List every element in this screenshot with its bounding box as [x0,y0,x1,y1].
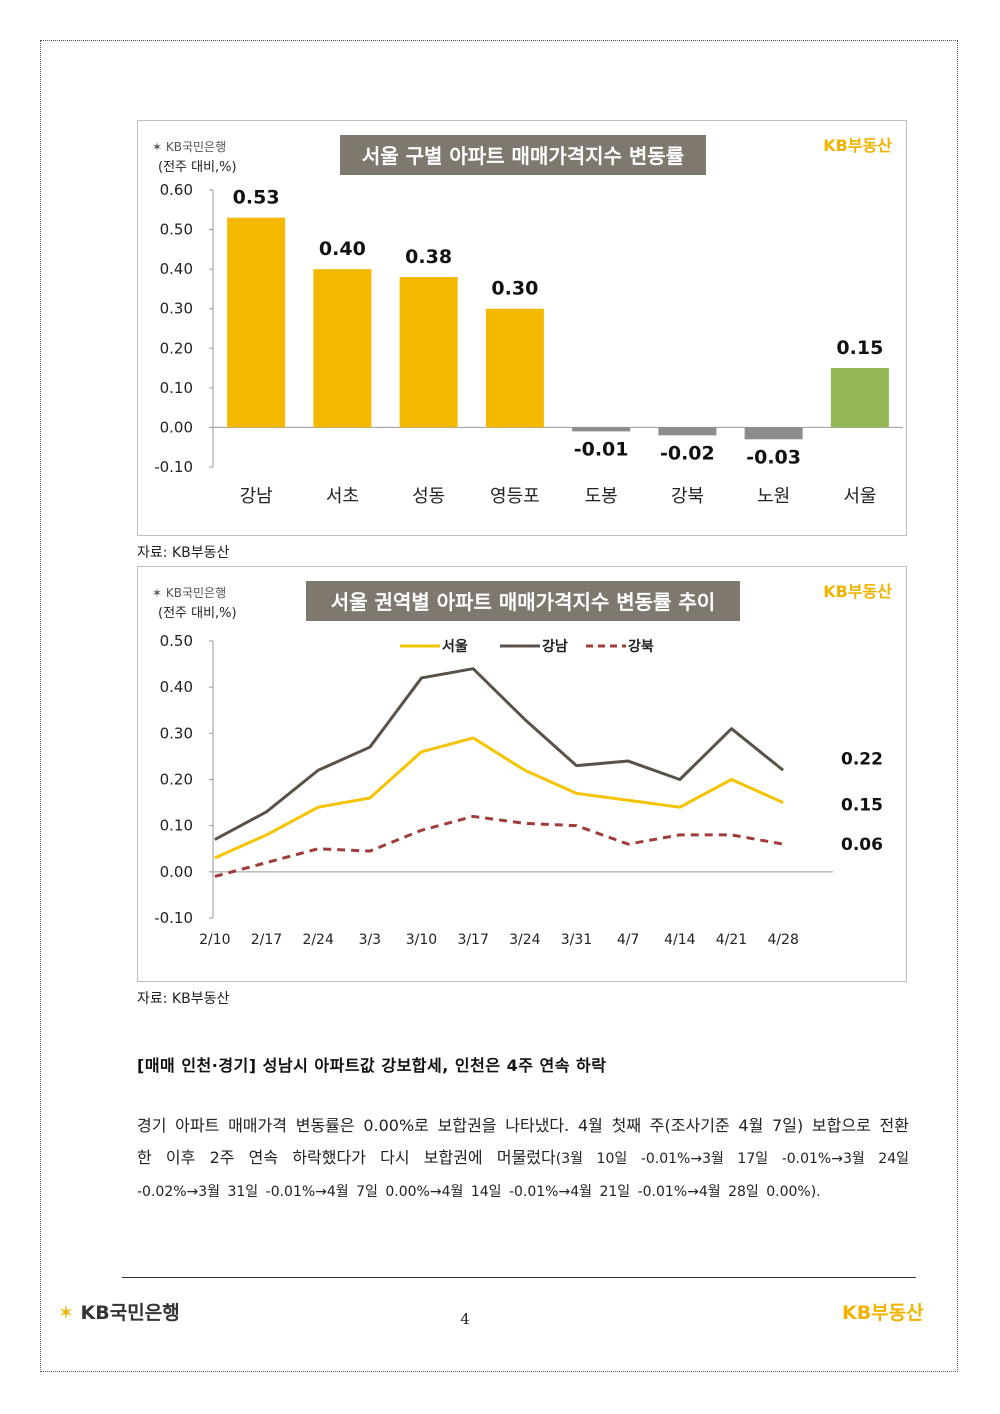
bar-value-label: -0.02 [660,442,715,464]
legend-label: 강북 [628,638,654,655]
footer-kb-realestate-logo: KB부동산 [842,1302,924,1324]
paragraph-detail: (3월 10일 -0.01%→3월 17일 -0.01%→3월 24일 -0.0… [137,1151,909,1200]
bar [485,308,544,428]
x-tick-label: 2/17 [251,932,282,948]
x-tick-label: 3/3 [359,932,382,948]
series-end-label: 0.06 [841,835,883,855]
series-line [214,736,784,860]
y-tick-label: 0.40 [160,678,193,696]
x-category-label: 서초 [326,486,359,507]
y-tick-label: 0.10 [160,379,193,397]
x-category-label: 강남 [240,486,273,507]
chart-title-box [306,581,740,621]
kb-bank-logo: ✶ KB국민은행 [152,139,226,154]
bar [313,269,372,428]
x-tick-label: 2/10 [199,932,230,948]
legend-label: 서울 [442,638,468,655]
legend-label: 강남 [542,638,568,655]
y-tick-label: 0.20 [160,339,193,357]
series-end-label: 0.22 [841,749,883,769]
bar [744,427,803,440]
y-tick-label: -0.10 [154,458,193,476]
paragraph-main: 경기 아파트 매매가격 변동률은 0.00%로 보합권을 나타냈다. 4월 첫째… [137,1116,909,1167]
chart1-source-caption: 자료: KB부동산 [137,545,230,561]
bar-value-label: 0.53 [233,187,280,209]
x-tick-label: 3/10 [406,932,437,948]
section-title: [매매 인천·경기] 성남시 아파트값 강보합세, 인천은 4주 연속 하락 [137,1056,607,1075]
y-tick-label: 0.40 [160,260,193,278]
y-tick-label: 0.10 [160,817,193,835]
bar-value-label: -0.01 [574,438,629,460]
y-tick-label: 0.50 [160,221,193,239]
bar [830,368,889,428]
region-line-chart: ✶ KB국민은행 (전주 대비,%) 서울 권역별 아파트 매매가격지수 변동률 추… [137,566,907,982]
y-tick-label: -0.10 [154,909,193,927]
footer-left-brand: KB국민은행 [80,1302,180,1324]
y-tick-label: 0.30 [160,300,193,318]
chart-title: 서울 구별 아파트 매매가격지수 변동률 [362,144,684,168]
footer-divider [122,1277,916,1278]
page-number: 4 [460,1310,470,1328]
kb-realestate-logo: KB부동산 [823,136,892,155]
chart2-source-caption: 자료: KB부동산 [137,991,230,1007]
bar [658,427,717,436]
x-category-label: 서울 [843,486,876,507]
unit-label: (전주 대비,%) [158,160,237,175]
kb-bank-logo: ✶ KB국민은행 [152,585,226,600]
series-line [214,667,785,841]
chart-title: 서울 권역별 아파트 매매가격지수 변동률 추이 [331,590,715,614]
series-end-label: 0.15 [841,796,883,816]
y-tick-label: 0.00 [160,863,193,881]
bar [572,427,631,432]
y-tick-label: 0.20 [160,771,193,789]
x-category-label: 노원 [757,486,790,507]
bar [399,277,458,428]
x-category-label: 성동 [412,486,445,507]
bar [227,217,286,428]
district-bar-chart: ✶ KB국민은행 (전주 대비,%) 서울 구별 아파트 매매가격지수 변동률 KB부… [137,120,907,536]
x-tick-label: 4/7 [617,932,640,948]
y-tick-label: 0.60 [160,181,193,199]
footer-kb-bank-logo: ✶ KB국민은행 [58,1298,180,1325]
bar-value-label: -0.03 [746,446,801,468]
chart-title-box [340,135,706,175]
x-tick-label: 4/28 [767,932,798,948]
section-paragraph: 경기 아파트 매매가격 변동률은 0.00%로 보합권을 나타냈다. 4월 첫째… [137,1110,909,1208]
y-tick-label: 0.00 [160,418,193,436]
x-tick-label: 4/21 [716,932,747,948]
unit-label: (전주 대비,%) [158,606,237,621]
y-tick-label: 0.50 [160,632,193,650]
x-category-label: 영등포 [490,486,540,507]
series-line [214,814,784,878]
kb-star-icon: ✶ [58,1302,74,1324]
x-tick-label: 3/31 [561,932,592,948]
x-tick-label: 3/17 [457,932,488,948]
page-border [40,40,958,1372]
line-chart-svg: ✶ KB국민은행 (전주 대비,%) 서울 권역별 아파트 매매가격지수 변동률 추… [152,581,892,948]
bar-chart-svg: ✶ KB국민은행 (전주 대비,%) 서울 구별 아파트 매매가격지수 변동률 KB부… [152,135,903,507]
bar-value-label: 0.30 [491,278,538,300]
x-tick-label: 4/14 [664,932,696,948]
y-tick-label: 0.30 [160,724,193,742]
x-category-label: 강북 [671,486,704,507]
x-tick-label: 2/24 [302,932,334,948]
kb-realestate-logo: KB부동산 [823,582,892,601]
x-category-label: 도봉 [585,486,618,507]
bar-value-label: 0.40 [319,238,366,260]
bar-value-label: 0.15 [836,337,883,359]
x-tick-label: 3/24 [509,932,541,948]
bar-value-label: 0.38 [405,246,452,268]
